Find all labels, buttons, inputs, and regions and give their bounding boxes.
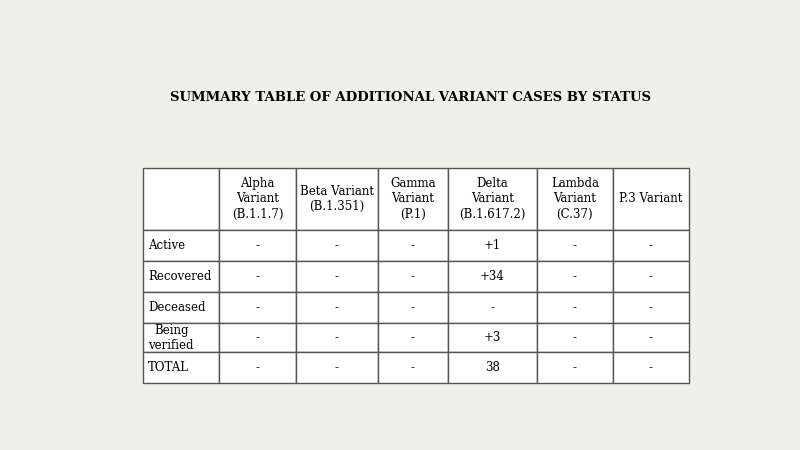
Text: -: - <box>490 301 494 314</box>
Bar <box>143 292 219 323</box>
Bar <box>295 230 378 261</box>
Text: -: - <box>335 361 339 374</box>
Text: -: - <box>649 270 653 283</box>
Bar <box>448 352 537 383</box>
Bar <box>613 168 689 230</box>
Text: -: - <box>411 238 415 252</box>
Text: -: - <box>335 301 339 314</box>
Bar <box>448 323 537 352</box>
Text: -: - <box>411 301 415 314</box>
Text: -: - <box>335 238 339 252</box>
Text: SUMMARY TABLE OF ADDITIONAL VARIANT CASES BY STATUS: SUMMARY TABLE OF ADDITIONAL VARIANT CASE… <box>170 91 650 104</box>
Text: 38: 38 <box>485 361 500 374</box>
Text: Alpha
Variant
(B.1.1.7): Alpha Variant (B.1.1.7) <box>232 177 283 220</box>
Bar <box>295 261 378 292</box>
Bar <box>378 168 448 230</box>
Text: -: - <box>573 361 577 374</box>
Text: Recovered: Recovered <box>148 270 212 283</box>
Bar <box>613 261 689 292</box>
Bar <box>378 292 448 323</box>
Text: +1: +1 <box>484 238 501 252</box>
Bar <box>378 323 448 352</box>
Bar <box>295 168 378 230</box>
Text: Being
verified: Being verified <box>148 324 194 351</box>
Text: -: - <box>255 301 259 314</box>
Text: -: - <box>335 331 339 344</box>
Bar <box>537 230 613 261</box>
Text: Lambda
Variant
(C.37): Lambda Variant (C.37) <box>551 177 599 220</box>
Bar <box>143 168 219 230</box>
Bar <box>295 352 378 383</box>
Bar <box>295 323 378 352</box>
Bar <box>613 352 689 383</box>
Bar <box>219 261 295 292</box>
Text: Active: Active <box>148 238 186 252</box>
Text: -: - <box>573 331 577 344</box>
Text: Beta Variant
(B.1.351): Beta Variant (B.1.351) <box>300 185 374 213</box>
Bar <box>537 168 613 230</box>
Text: +34: +34 <box>480 270 505 283</box>
Bar <box>537 352 613 383</box>
Bar <box>537 292 613 323</box>
Text: -: - <box>573 270 577 283</box>
Text: -: - <box>649 331 653 344</box>
Bar <box>295 292 378 323</box>
Text: +3: +3 <box>483 331 501 344</box>
Bar <box>448 261 537 292</box>
Bar <box>143 323 219 352</box>
Text: -: - <box>335 270 339 283</box>
Text: Deceased: Deceased <box>148 301 206 314</box>
Bar <box>143 230 219 261</box>
Bar <box>219 323 295 352</box>
Bar <box>448 230 537 261</box>
Bar <box>143 261 219 292</box>
Text: P.3 Variant: P.3 Variant <box>619 193 682 206</box>
Text: -: - <box>255 331 259 344</box>
Text: -: - <box>573 238 577 252</box>
Bar <box>143 352 219 383</box>
Bar <box>448 168 537 230</box>
Text: -: - <box>411 270 415 283</box>
Text: -: - <box>411 361 415 374</box>
Bar <box>378 230 448 261</box>
Bar <box>219 230 295 261</box>
Text: -: - <box>573 301 577 314</box>
Text: -: - <box>649 361 653 374</box>
Text: Delta
Variant
(B.1.617.2): Delta Variant (B.1.617.2) <box>459 177 526 220</box>
Text: Gamma
Variant
(P.1): Gamma Variant (P.1) <box>390 177 436 220</box>
Bar <box>378 352 448 383</box>
Bar <box>378 261 448 292</box>
Text: -: - <box>649 301 653 314</box>
Bar <box>613 292 689 323</box>
Bar <box>219 292 295 323</box>
Text: TOTAL: TOTAL <box>148 361 190 374</box>
Bar <box>219 168 295 230</box>
Text: -: - <box>411 331 415 344</box>
Bar <box>537 261 613 292</box>
Bar <box>537 323 613 352</box>
Bar <box>613 323 689 352</box>
Bar <box>613 230 689 261</box>
Text: -: - <box>255 238 259 252</box>
Text: -: - <box>255 361 259 374</box>
Bar <box>219 352 295 383</box>
Bar <box>448 292 537 323</box>
Text: -: - <box>255 270 259 283</box>
Text: -: - <box>649 238 653 252</box>
